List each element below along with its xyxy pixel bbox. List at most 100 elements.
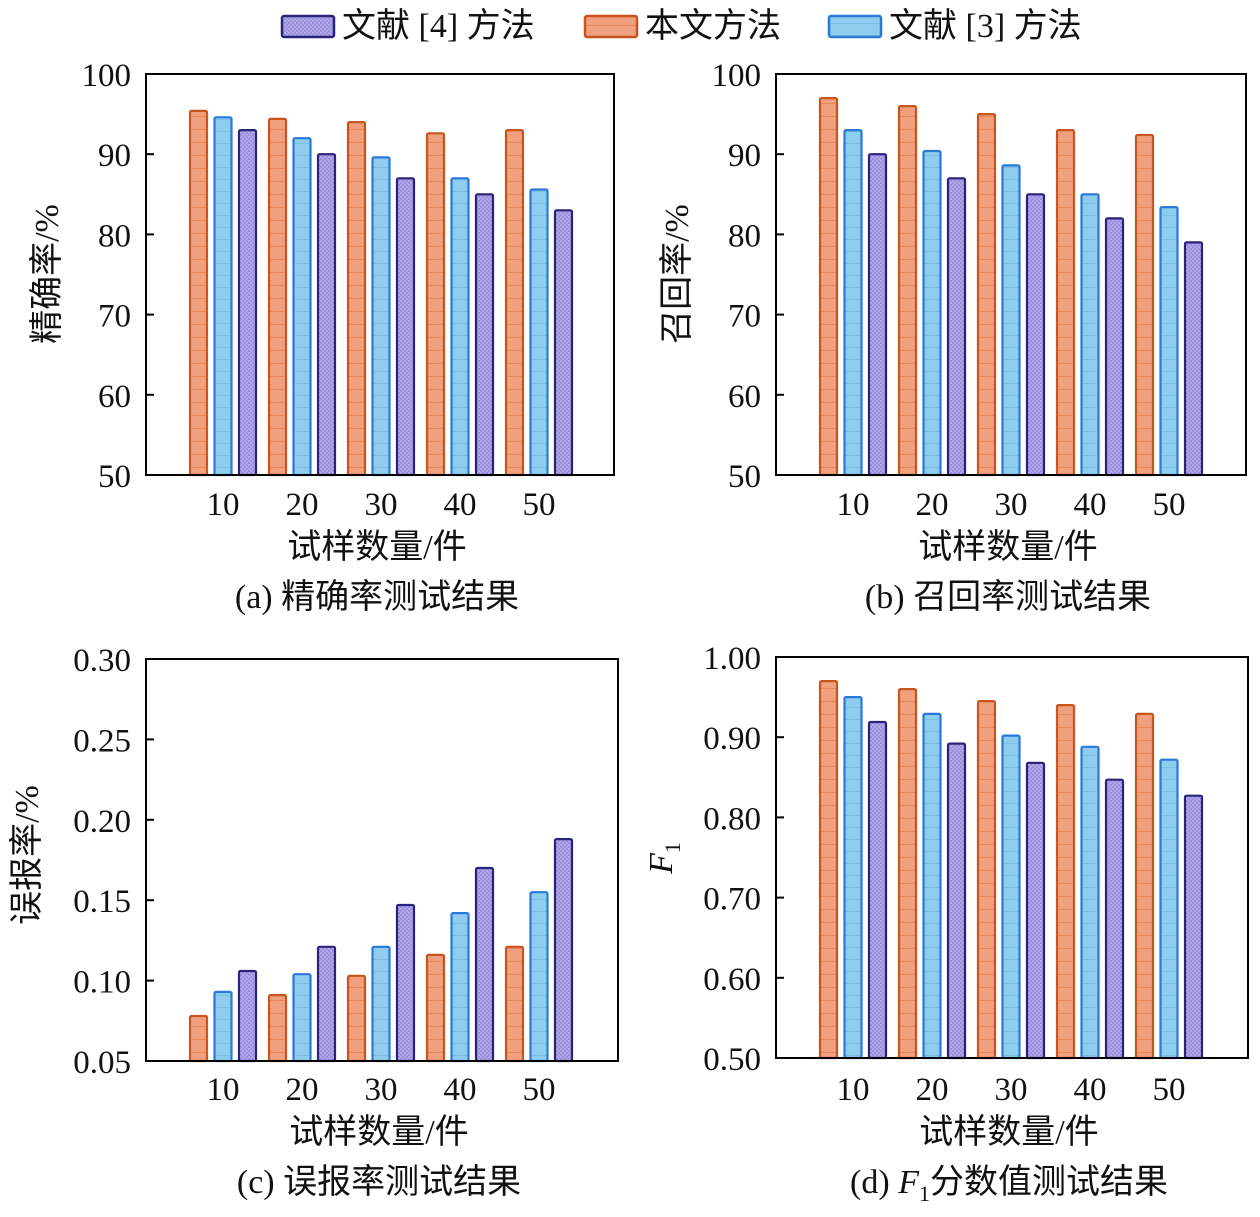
y-tick-label-c: 0.25 — [73, 723, 131, 759]
y-tick-label-b: 70 — [728, 299, 761, 335]
y-tick-label-d: 0.70 — [703, 882, 761, 918]
bar-c-ours-30 — [346, 974, 367, 1063]
plot-frame-a — [145, 73, 615, 476]
y-tick-label-d: 0.90 — [703, 721, 761, 757]
bar-c-ref3-30 — [371, 945, 391, 1063]
bar-c-ref3-40 — [450, 911, 470, 1063]
bar-a-ref3-10 — [213, 116, 233, 477]
y-tick-label-a: 90 — [98, 138, 131, 174]
y-tick-label-b: 80 — [728, 218, 761, 254]
bar-b-ref4-20 — [946, 177, 967, 477]
x-tick-label-c: 50 — [523, 1072, 556, 1108]
bar-a-ref4-30 — [395, 177, 416, 477]
bar-c-ref4-30 — [395, 903, 416, 1063]
x-tick-label-b: 30 — [995, 487, 1028, 523]
y-axis-label-d: F1 — [643, 842, 685, 875]
chart-panel-d: 0.50 0.60 0.70 0.80 0.90 1.00 10 20 30 40 50 试样数量/件… — [643, 641, 1249, 1206]
caption-c: (c) 误报率测试结果 — [237, 1163, 521, 1201]
legend-label-ours: 本文方法 — [645, 7, 781, 45]
x-tick-label-d: 20 — [916, 1072, 949, 1108]
bar-c-ref3-50 — [529, 891, 549, 1063]
caption-b: (b) 召回率测试结果 — [865, 578, 1151, 616]
x-tick-label-d: 30 — [995, 1072, 1028, 1108]
bar-c-ref4-40 — [474, 866, 495, 1063]
bar-b-ref4-40 — [1104, 217, 1125, 477]
y-tick-label-b: 100 — [712, 58, 762, 94]
bar-b-ours-40 — [1055, 129, 1076, 477]
bar-c-ref3-10 — [213, 990, 233, 1063]
bar-b-ours-30 — [976, 112, 997, 477]
y-tick-label-a: 60 — [98, 379, 131, 415]
bar-b-ref3-40 — [1080, 193, 1100, 477]
x-tick-label-a: 40 — [444, 487, 477, 523]
bar-c-ours-20 — [267, 993, 288, 1063]
bar-a-ours-40 — [425, 132, 446, 477]
x-tick-label-c: 10 — [207, 1072, 240, 1108]
bar-b-ref4-30 — [1025, 193, 1046, 477]
x-tick-label-b: 40 — [1074, 487, 1107, 523]
y-tick-label-c: 0.30 — [73, 643, 131, 679]
x-axis-label-d: 试样数量/件 — [919, 1113, 1098, 1151]
bar-c-ref3-20 — [292, 973, 312, 1063]
bar-b-ref3-30 — [1001, 164, 1021, 477]
bar-d-ours-10 — [818, 679, 839, 1060]
bar-b-ours-20 — [897, 104, 918, 477]
plot-frame-d — [775, 656, 1249, 1059]
y-axis-label-b: 召回率/% — [658, 204, 696, 344]
bar-a-ours-30 — [346, 120, 367, 477]
bar-a-ref3-30 — [371, 156, 391, 477]
bar-a-ref3-20 — [292, 137, 312, 477]
x-tick-label-a: 20 — [286, 487, 319, 523]
bar-c-ours-10 — [188, 1014, 209, 1063]
bar-d-ref4-20 — [946, 742, 967, 1060]
y-tick-label-a: 100 — [82, 58, 132, 94]
bar-b-ref3-10 — [843, 129, 863, 477]
y-tick-label-c: 0.10 — [73, 965, 131, 1001]
bar-d-ref4-50 — [1183, 794, 1204, 1060]
y-tick-label-c: 0.15 — [73, 884, 131, 920]
legend-swatch-ref4 — [280, 14, 336, 39]
y-tick-label-d: 0.50 — [703, 1042, 761, 1078]
chart-panel-b: 50 60 70 80 90 100 10 20 30 40 50 试样数量/件 召回率/% (b) 召回… — [658, 58, 1247, 616]
bar-d-ours-40 — [1055, 703, 1076, 1060]
x-tick-label-b: 50 — [1153, 487, 1186, 523]
bar-d-ref4-10 — [867, 720, 888, 1060]
bar-a-ref3-40 — [450, 177, 470, 477]
bar-d-ours-50 — [1134, 712, 1155, 1060]
bar-d-ref3-20 — [922, 712, 942, 1060]
y-tick-label-b: 60 — [728, 379, 761, 415]
bar-b-ours-50 — [1134, 133, 1155, 477]
bar-d-ref4-40 — [1104, 778, 1125, 1060]
caption-a: (a) 精确率测试结果 — [235, 578, 519, 616]
bar-a-ref4-50 — [553, 209, 574, 477]
y-tick-label-a: 70 — [98, 299, 131, 335]
bar-d-ours-20 — [897, 687, 918, 1060]
bar-d-ref3-30 — [1001, 734, 1021, 1060]
legend-label-ref4: 文献 [4] 方法 — [342, 7, 535, 45]
caption-suffix: 分数值测试结果 — [930, 1163, 1168, 1201]
x-tick-label-a: 50 — [523, 487, 556, 523]
legend: 文献 [4] 方法 本文方法 文献 [3] 方法 — [280, 7, 1082, 45]
y-tick-label-b: 50 — [728, 459, 761, 495]
bar-c-ours-50 — [504, 945, 525, 1063]
legend-label-ref3: 文献 [3] 方法 — [889, 7, 1082, 45]
bar-b-ours-10 — [818, 96, 839, 477]
caption-d: (d) F1分数值测试结果 — [850, 1163, 1168, 1206]
y-axis-label-c: 误报率/% — [8, 785, 46, 925]
y-tick-label-c: 0.05 — [73, 1045, 131, 1081]
y-tick-label-c: 0.20 — [73, 804, 131, 840]
y-tick-label-d: 1.00 — [703, 641, 761, 677]
x-tick-label-d: 10 — [837, 1072, 870, 1108]
x-axis-label-b: 试样数量/件 — [918, 528, 1097, 566]
x-axis-label-c: 试样数量/件 — [289, 1113, 468, 1151]
bar-a-ours-50 — [504, 129, 525, 477]
x-tick-label-b: 20 — [916, 487, 949, 523]
x-tick-label-d: 40 — [1074, 1072, 1107, 1108]
bar-a-ref4-10 — [237, 129, 258, 477]
chart-panels: 50 60 70 80 90 100 10 20 30 40 50 试样数量/件 精确率/% (a) 精确… — [8, 58, 1249, 1206]
caption-var: F — [897, 1164, 920, 1201]
chart-panel-c: 0.05 0.10 0.15 0.20 0.25 0.30 10 20 30 40 50 试样数量/件… — [8, 643, 619, 1201]
y-axis-label-a: 精确率/% — [28, 204, 66, 344]
bar-a-ours-20 — [267, 117, 288, 477]
